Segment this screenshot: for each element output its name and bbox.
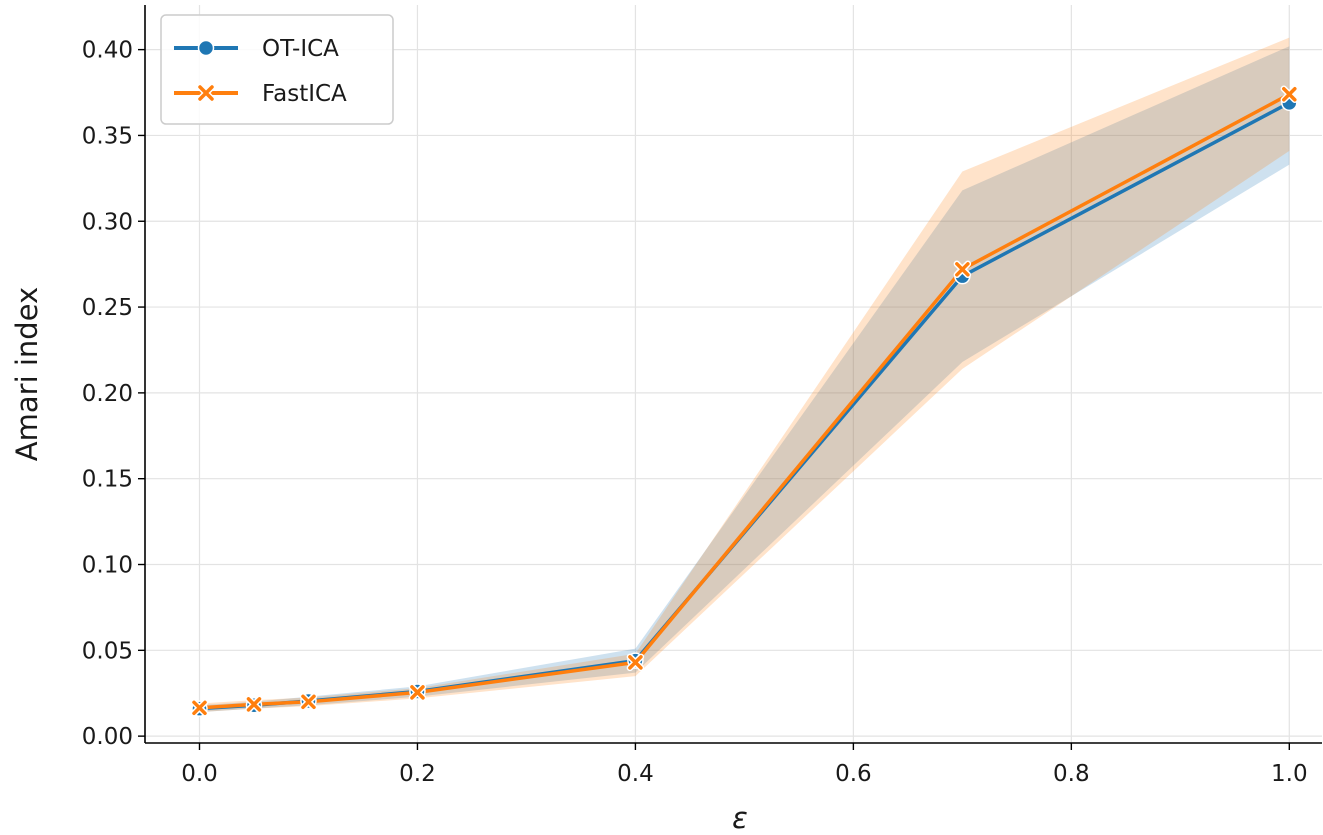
y-tick-label: 0.10 (82, 553, 133, 579)
x-tick-label: 0.2 (399, 761, 436, 787)
y-axis-title: Amari index (10, 287, 44, 461)
legend-label-ot-ica: OT-ICA (262, 36, 339, 62)
band-fastica (199, 37, 1290, 713)
tick-marks-and-labels: 0.0 0.2 0.4 0.6 0.8 1.0 0.00 0.05 0.10 0.15 0.20 0.… (82, 38, 1308, 787)
legend-label-fastica: FastICA (262, 81, 347, 107)
band-ot-ica (199, 46, 1290, 713)
point-fastica (408, 683, 427, 702)
x-axis-title: ε (732, 801, 748, 835)
legend-box (160, 14, 394, 125)
x-tick-label: 0.6 (835, 761, 872, 787)
confidence-bands (199, 37, 1290, 713)
legend-marker-fastica (196, 83, 216, 103)
x-tick-label: 0.0 (181, 761, 218, 787)
x-tick-label: 1.0 (1271, 761, 1308, 787)
point-fastica (245, 695, 263, 714)
axes (144, 5, 1322, 744)
point-fastica (626, 653, 645, 672)
y-tick-label: 0.30 (82, 209, 133, 235)
point-fastica (953, 260, 972, 279)
grid-lines (145, 5, 1322, 743)
y-tick-label: 0.25 (82, 295, 133, 321)
point-fastica (1280, 85, 1299, 103)
y-tick-label: 0.20 (82, 381, 133, 407)
point-fastica (190, 699, 209, 717)
y-tick-label: 0.40 (82, 38, 133, 64)
x-tick-label: 0.8 (1053, 761, 1090, 787)
legend: OT-ICA FastICA (160, 14, 394, 125)
y-tick-label: 0.00 (82, 724, 133, 750)
series-markers (190, 85, 1299, 717)
legend-marker-ot-ica (197, 39, 215, 57)
y-tick-label: 0.15 (82, 467, 133, 493)
y-tick-label: 0.35 (82, 123, 133, 149)
x-tick-label: 0.4 (617, 761, 654, 787)
y-tick-label: 0.05 (82, 638, 133, 664)
point-fastica (299, 693, 318, 711)
